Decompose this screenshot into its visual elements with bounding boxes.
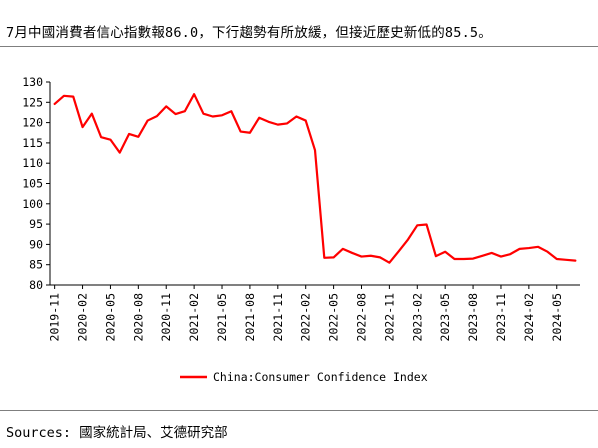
x-tick-label: 2020-02 [76, 293, 90, 341]
x-tick-label: 2020-11 [159, 293, 173, 342]
x-tick-label: 2023-11 [494, 293, 508, 342]
source-note: Sources: 國家統計局、艾德研究部 [6, 425, 228, 441]
y-tick-label: 90 [29, 237, 43, 251]
y-tick-label: 95 [29, 217, 43, 231]
y-tick-label: 130 [22, 75, 43, 89]
x-axis: 2019-11 2020-02 2020-05 2020-08 2020-11 2021-… [48, 284, 580, 342]
x-tick-label: 2019-11 [48, 293, 62, 342]
page-title: 7月中國消費者信心指數報86.0，下行趨勢有所放緩，但接近歷史新低的85.5。 [6, 25, 492, 41]
y-axis: 80 85 90 95 100 105 110 115 120 125 130 [22, 75, 51, 292]
x-tick-label: 2022-02 [299, 293, 313, 341]
x-tick-label: 2022-11 [382, 293, 396, 342]
legend: China:Consumer Confidence Index [180, 370, 428, 384]
x-tick-label: 2021-11 [271, 293, 285, 342]
x-tick-label: 2022-05 [327, 293, 341, 341]
x-tick-label: 2023-02 [410, 293, 424, 341]
y-tick-label: 115 [22, 136, 43, 150]
y-tick-label: 80 [29, 278, 43, 292]
x-tick-label: 2021-02 [187, 293, 201, 341]
line-chart: 80 85 90 95 100 105 110 115 120 125 130 2019-11 202… [22, 75, 580, 384]
y-tick-label: 120 [22, 116, 43, 130]
x-tick-label: 2021-08 [243, 293, 257, 342]
x-tick-label: 2022-08 [354, 293, 368, 342]
series-layer [53, 93, 577, 264]
y-tick-label: 85 [29, 258, 43, 272]
y-tick-label: 100 [22, 197, 43, 211]
bottom-divider [0, 410, 598, 411]
x-tick-label: 2020-05 [103, 293, 117, 341]
series-line [53, 93, 577, 264]
x-tick-label: 2020-08 [131, 293, 145, 342]
x-tick-label: 2023-08 [466, 293, 480, 342]
x-tick-label: 2021-05 [215, 293, 229, 341]
y-tick-label: 105 [22, 177, 43, 191]
top-divider [0, 46, 598, 47]
y-tick-label: 125 [22, 95, 43, 109]
x-tick-label: 2024-02 [522, 293, 536, 341]
legend-label: China:Consumer Confidence Index [213, 370, 428, 384]
y-tick-label: 110 [22, 156, 43, 170]
x-tick-label: 2023-05 [438, 293, 452, 341]
x-tick-label: 2024-05 [550, 293, 564, 341]
